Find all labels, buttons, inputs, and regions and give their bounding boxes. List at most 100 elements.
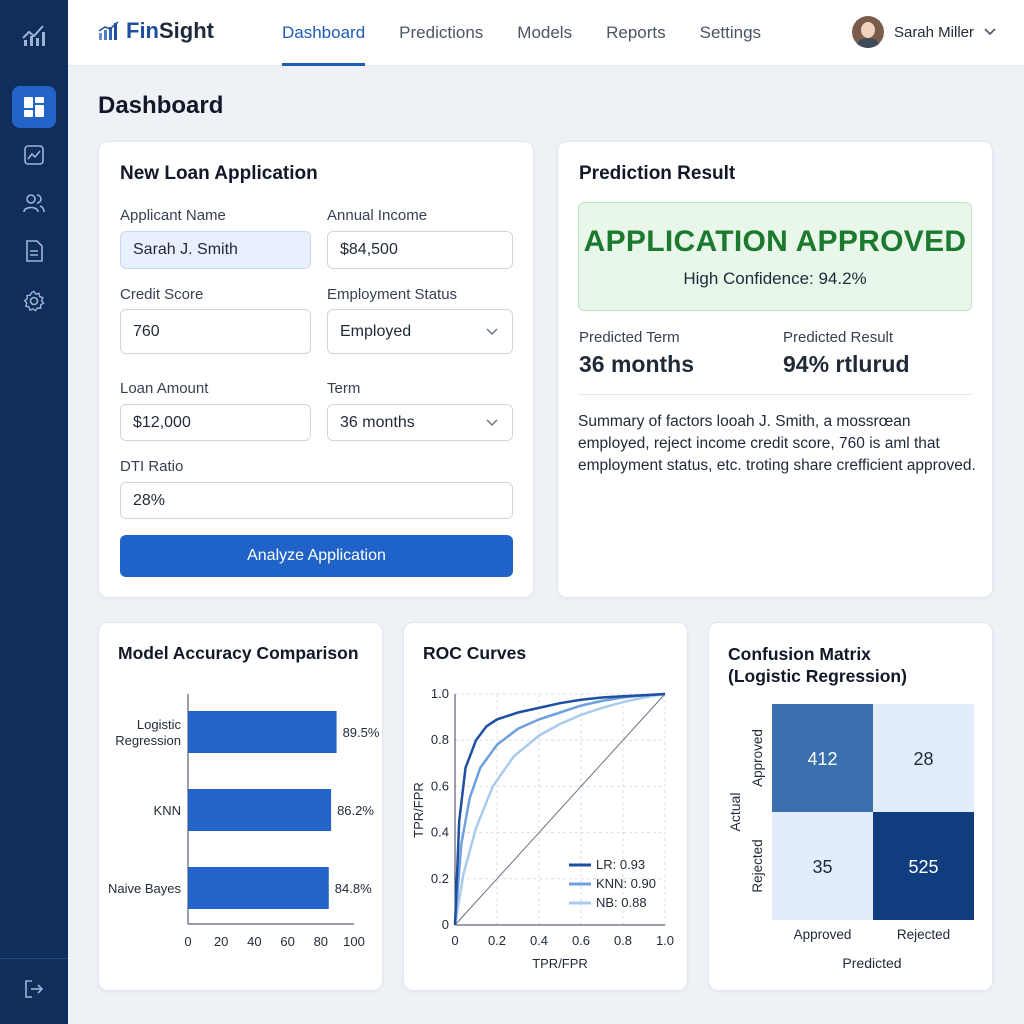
x-tick-label: 1.0 [656, 933, 674, 948]
approval-status: APPLICATION APPROVED [583, 225, 967, 258]
x-tick-label: 100 [343, 934, 365, 949]
matrix-cell-value: 412 [807, 749, 837, 769]
nav-models[interactable]: Models [517, 23, 573, 42]
roc-curves-card [403, 622, 688, 991]
column-label: Approved [794, 927, 852, 942]
analytics-icon[interactable] [12, 134, 56, 176]
roc-series-line [453, 692, 666, 926]
chevron-down-icon [984, 28, 996, 36]
term-select[interactable]: 36 months [327, 404, 513, 441]
document-icon[interactable] [12, 230, 56, 272]
applicant-name-label: Applicant Name [120, 207, 226, 224]
loan-application-card [98, 141, 534, 598]
user-menu[interactable]: Sarah Miller [851, 16, 996, 48]
analyze-application-button[interactable]: Analyze Application [120, 535, 513, 577]
top-bar: FinSight Dashboard Predictions Models Re… [68, 0, 1024, 66]
dti-ratio-field[interactable]: 28% [120, 482, 513, 519]
accuracy-chart-title: Model Accuracy Comparison [118, 643, 359, 663]
main-nav: Dashboard Predictions Models Reports Set… [282, 0, 795, 66]
roc-line-chart: 0 0.2 0.4 0.6 0.8 1.0 0 0.2 0.4 0.6 0.8 1.0 LR: 0.93… [411, 686, 674, 971]
confusion-title-line2: (Logistic Regression) [728, 666, 907, 686]
nav-reports[interactable]: Reports [606, 23, 666, 42]
annual-income-value: $84,500 [340, 241, 398, 258]
confusion-title-line1: Confusion Matrix [728, 644, 871, 664]
logo-chart-icon[interactable] [12, 14, 56, 56]
predicted-term-value: 36 months [579, 351, 695, 377]
divider [578, 394, 972, 395]
matrix-cell-value: 28 [913, 749, 933, 769]
predicted-result-label: Predicted Result [783, 329, 894, 346]
dashboard-icon[interactable] [12, 86, 56, 128]
applicant-name-value: Sarah J. Smith [133, 241, 238, 258]
bar [188, 867, 329, 909]
x-tick-label: 0.4 [530, 933, 548, 948]
bar-value-label: 84.8% [335, 881, 372, 896]
nav-predictions[interactable]: Predictions [399, 23, 484, 42]
employment-status-value: Employed [340, 322, 412, 340]
roc-series-line [453, 692, 666, 926]
prediction-summary: Summary of factors looah J. Smith, a mos… [578, 413, 976, 474]
bar [188, 711, 337, 753]
annual-income-label: Annual Income [327, 207, 428, 224]
y-axis-label: TPR/FPR [411, 782, 426, 838]
predicted-result-value: 94% rtlurud [783, 351, 910, 377]
row-axis-label: Actual [727, 793, 743, 832]
row-label: Rejected [750, 839, 765, 892]
column-label: Rejected [897, 927, 950, 942]
applicant-name-field[interactable]: Sarah J. Smith [120, 231, 311, 269]
legend-label: NB: 0.88 [596, 895, 647, 910]
y-tick-label: 0 [442, 917, 449, 932]
employment-status-label: Employment Status [327, 286, 458, 303]
category-label: KNN [154, 803, 181, 818]
credit-score-label: Credit Score [120, 286, 204, 303]
column-axis-label: Predicted [842, 955, 901, 971]
nav-dashboard[interactable]: Dashboard [282, 0, 366, 66]
x-tick-label: 20 [214, 934, 228, 949]
legend-label: LR: 0.93 [596, 857, 645, 872]
loan-form-title: New Loan Application [120, 163, 318, 184]
y-tick-label: 0.8 [431, 732, 449, 747]
dti-ratio-value: 28% [133, 491, 166, 509]
x-axis-label: TPR/FPR [532, 956, 588, 971]
predicted-term-label: Predicted Term [579, 329, 680, 346]
category-label: Regression [115, 733, 181, 748]
employment-status-select[interactable]: Employed [327, 309, 513, 354]
chevron-down-icon [486, 419, 498, 427]
user-name: Sarah Miller [893, 23, 974, 41]
logout-icon[interactable] [12, 968, 56, 1010]
loan-amount-field[interactable]: $12,000 [120, 404, 311, 441]
matrix-cell [873, 704, 974, 812]
y-tick-label: 0.6 [431, 778, 449, 793]
bar-value-label: 89.5% [343, 725, 380, 740]
y-tick-label: 0.2 [431, 871, 449, 886]
app-logo[interactable]: FinSight [98, 18, 214, 44]
row-label: Approved [750, 729, 765, 787]
legend-label: KNN: 0.90 [596, 876, 656, 891]
roc-chart-title: ROC Curves [423, 643, 527, 663]
matrix-cell-value: 35 [812, 857, 832, 877]
x-tick-label: 60 [280, 934, 294, 949]
users-icon[interactable] [12, 182, 56, 224]
sidebar-divider [0, 958, 68, 959]
bar [188, 789, 332, 831]
annual-income-field[interactable]: $84,500 [327, 231, 513, 269]
settings-icon[interactable] [12, 280, 56, 322]
loan-amount-value: $12,000 [133, 413, 191, 431]
y-tick-label: 0.4 [431, 825, 449, 840]
matrix-cell [772, 812, 873, 920]
x-tick-label: 40 [247, 934, 261, 949]
dti-ratio-label: DTI Ratio [120, 458, 184, 475]
x-tick-label: 0 [451, 933, 458, 948]
confidence-text: High Confidence: 94.2% [683, 269, 867, 288]
y-tick-label: 1.0 [431, 686, 449, 701]
x-tick-label: 0.6 [572, 933, 590, 948]
x-tick-label: 0.2 [488, 933, 506, 948]
avatar [851, 16, 884, 48]
nav-settings[interactable]: Settings [699, 23, 762, 42]
matrix-cell-value: 525 [908, 857, 938, 877]
credit-score-field[interactable]: 760 [120, 309, 311, 354]
confusion-matrix-title: Confusion Matrix (Logistic Regression) [728, 643, 907, 687]
term-label: Term [327, 380, 361, 397]
x-tick-label: 80 [314, 934, 328, 949]
